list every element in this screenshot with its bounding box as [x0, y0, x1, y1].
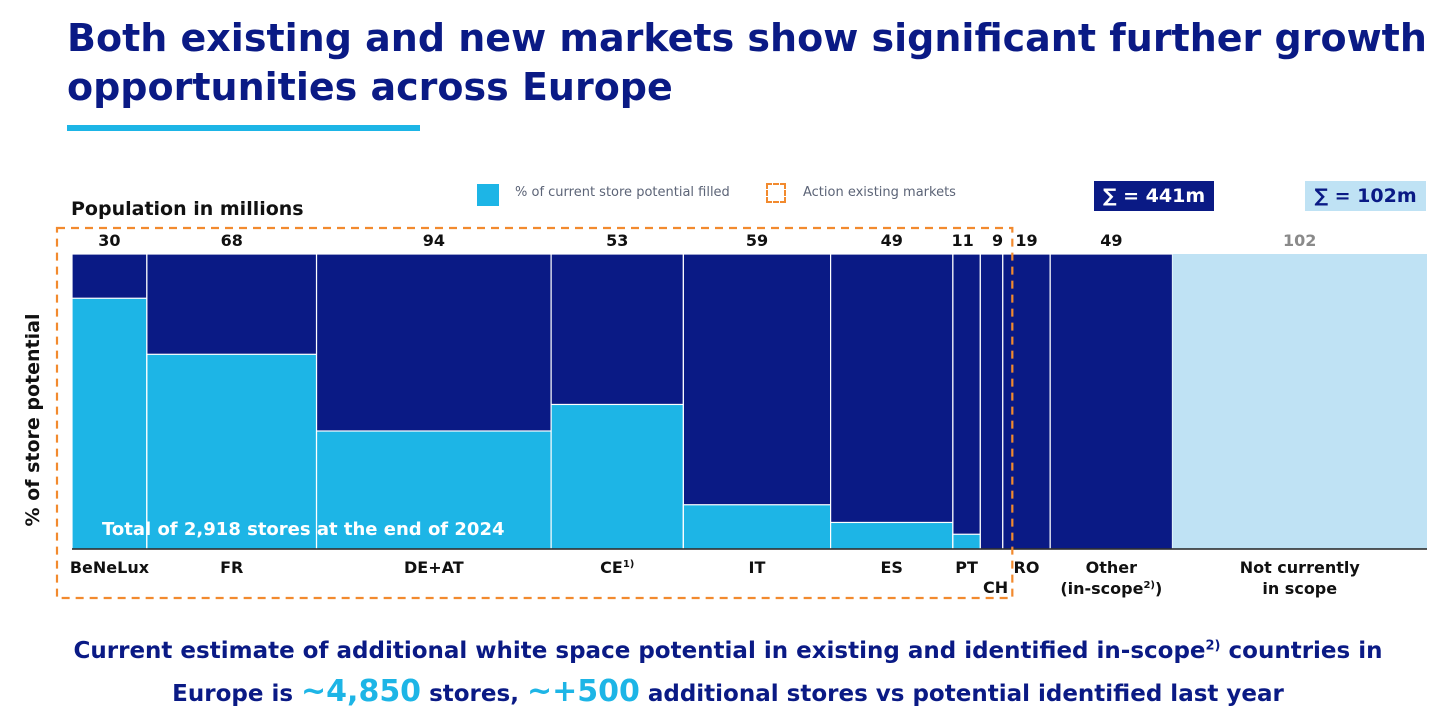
- category-label-ce: CE1): [600, 558, 634, 577]
- population-label-other: 49: [1100, 231, 1122, 250]
- population-label-benelux: 30: [98, 231, 120, 250]
- category-label-ro: RO: [1014, 558, 1040, 577]
- category-label-ch: CH: [983, 578, 1008, 597]
- category-label-it: IT: [749, 558, 766, 577]
- population-label-fr: 68: [221, 231, 243, 250]
- bar-other-total: [1049, 253, 1174, 550]
- category-footnote-ce: 1): [623, 559, 635, 570]
- category-sublabel-not-currently: in scope: [1262, 579, 1337, 598]
- population-label-pt: 11: [951, 231, 973, 250]
- category-sublabel-end-other: ): [1155, 579, 1162, 598]
- bar-es-filled: [830, 521, 954, 550]
- category-label-benelux: BeNeLux: [70, 558, 150, 577]
- page-title: Both existing and new markets show signi…: [67, 16, 1427, 109]
- footer-line-1-text: Current estimate of additional white spa…: [73, 638, 1206, 664]
- footer-line-2-end: additional stores vs potential identifie…: [639, 681, 1284, 707]
- population-label-it: 59: [746, 231, 768, 250]
- category-label-other: Other: [1086, 558, 1137, 577]
- bar-pt-filled: [952, 533, 981, 550]
- category-sublabel-footnote-other: 2): [1143, 580, 1155, 591]
- legend-filled-swatch: [477, 184, 499, 206]
- category-sublabel-other: (in-scope2)): [1060, 579, 1162, 598]
- footer-footnote-marker: 2): [1205, 638, 1221, 654]
- bar-ch-total: [979, 253, 1004, 550]
- population-label-es: 49: [881, 231, 903, 250]
- category-label-fr: FR: [220, 558, 243, 577]
- stores-total-annotation: Total of 2,918 stores at the end of 2024: [102, 519, 505, 540]
- category-label-pt: PT: [955, 558, 978, 577]
- bar-benelux-filled: [71, 297, 148, 550]
- footer-line-2: Europe is ~4,850 stores, ~+500 additiona…: [0, 674, 1456, 709]
- category-label-not-currently: Not currently: [1240, 558, 1361, 577]
- x-axis-title: Population in millions: [71, 198, 304, 220]
- bar-es-total: [830, 253, 954, 550]
- footer-line-2-mid: stores,: [421, 681, 527, 707]
- bar-it-filled: [682, 504, 832, 550]
- bar-fr-filled: [146, 353, 318, 550]
- bar-de-at-filled: [315, 430, 552, 550]
- footer-line-1: Current estimate of additional white spa…: [0, 638, 1456, 664]
- footer-line-2-start: Europe is: [172, 681, 302, 707]
- sum-out-scope-badge: ∑ = 102m: [1305, 181, 1426, 211]
- category-label-es: ES: [881, 558, 903, 577]
- population-label-ch: 9: [992, 231, 1003, 250]
- bar-it-total: [682, 253, 832, 550]
- bar-ce-filled: [550, 403, 684, 550]
- title-underline: [67, 125, 420, 131]
- sum-in-scope-badge: ∑ = 441m: [1094, 181, 1214, 211]
- legend-action-label: Action existing markets: [803, 185, 956, 200]
- population-label-de-at: 94: [423, 231, 445, 250]
- legend-action-swatch: [766, 183, 786, 203]
- category-label-de-at: DE+AT: [404, 558, 464, 577]
- footer-store-potential: ~4,850: [301, 674, 422, 709]
- population-label-ro: 19: [1015, 231, 1037, 250]
- population-label-ce: 53: [606, 231, 628, 250]
- bar-pt-total: [952, 253, 981, 550]
- footer-additional-stores: ~+500: [526, 674, 640, 709]
- bar-not-currently: [1172, 254, 1427, 549]
- footer-line-1-end: countries in: [1220, 638, 1383, 664]
- legend-filled-label: % of current store potential filled: [515, 185, 730, 200]
- existing-markets-frame: [55, 226, 1014, 600]
- bar-ro-total: [1002, 253, 1051, 550]
- population-label-not-currently: 102: [1283, 231, 1316, 250]
